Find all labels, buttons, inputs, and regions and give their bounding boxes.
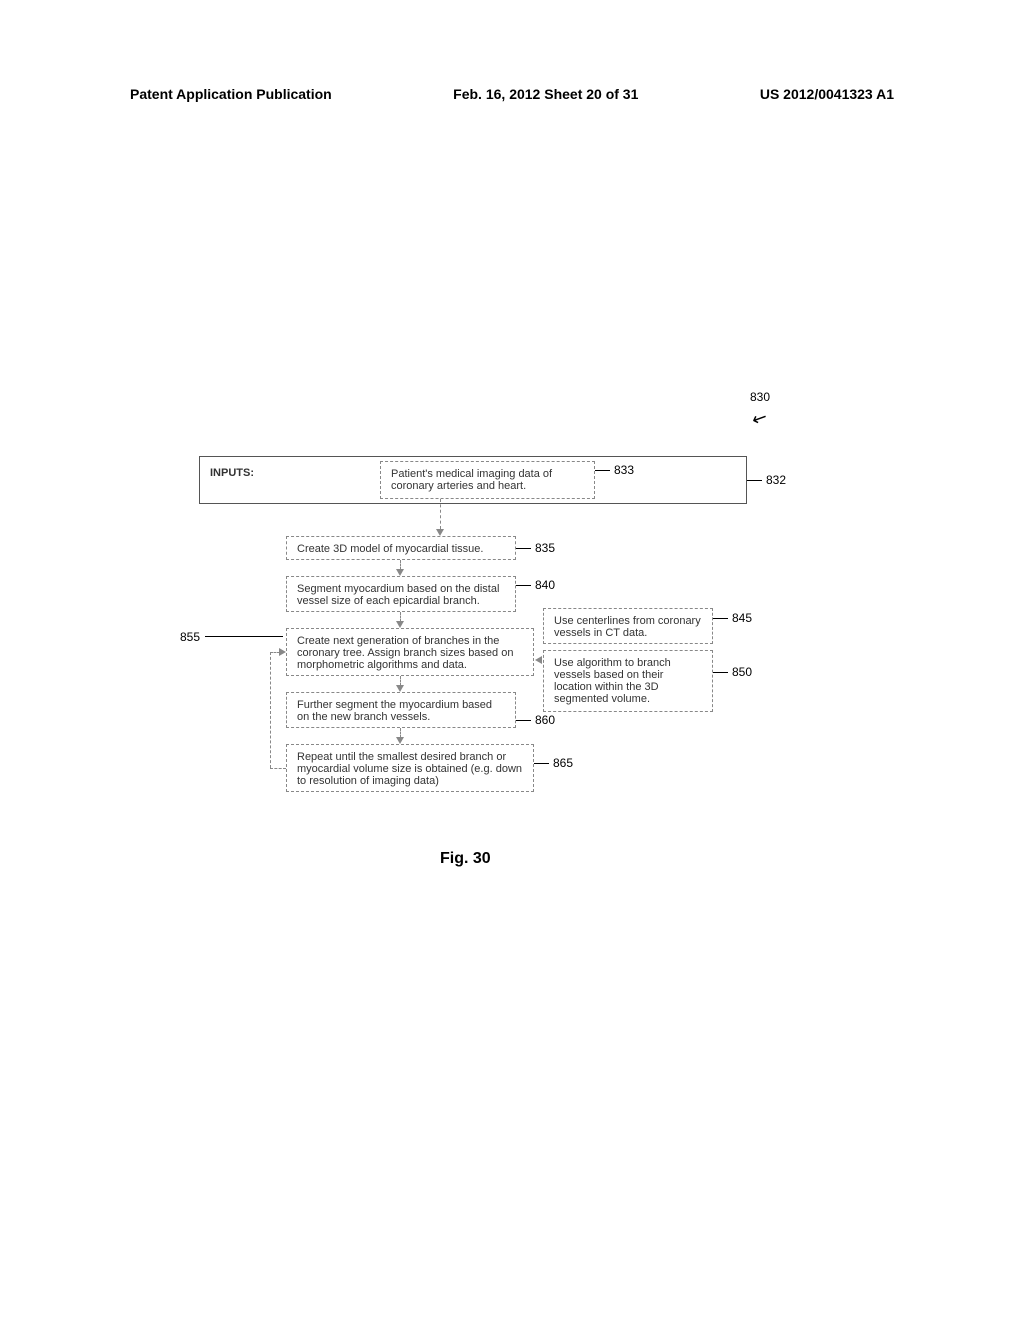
box-833: Patient's medical imaging data of corona… [380,461,595,499]
arrow-830-icon: ↙ [748,406,771,431]
box-850: Use algorithm to branch vessels based on… [543,650,713,712]
ref-830: 830 [750,390,770,404]
header-right: US 2012/0041323 A1 [760,86,894,102]
box-855: Create next generation of branches in th… [286,628,534,676]
ref-845: 845 [732,611,752,625]
leader-832 [747,480,762,481]
ref-860: 860 [535,713,555,727]
leader-840 [516,585,531,586]
leader-855 [205,636,283,637]
header-center: Feb. 16, 2012 Sheet 20 of 31 [453,86,638,102]
arrow-left-icon [535,656,542,664]
arrow-down-icon-2 [396,569,404,576]
leader-860 [516,720,531,721]
arrow-right-icon [279,648,286,656]
page-header: Patent Application Publication Feb. 16, … [0,86,1024,102]
box-865: Repeat until the smallest desired branch… [286,744,534,792]
ref-833: 833 [614,463,634,477]
leader-850 [713,672,728,673]
box-845: Use centerlines from coronary vessels in… [543,608,713,644]
arrow-down-icon [436,529,444,536]
figure-label: Fig. 30 [440,850,491,868]
arrow-down-icon-4 [396,685,404,692]
loop-h1 [270,768,286,769]
leader-833 [595,470,610,471]
ref-840: 840 [535,578,555,592]
leader-845 [713,618,728,619]
header-left: Patent Application Publication [130,86,332,102]
leader-835 [516,548,531,549]
arrow-down-icon-3 [396,621,404,628]
box-840: Segment myocardium based on the distal v… [286,576,516,612]
ref-850: 850 [732,665,752,679]
ref-855: 855 [180,630,200,644]
arrow-down-icon-5 [396,737,404,744]
ref-865: 865 [553,756,573,770]
inputs-label: INPUTS: [210,467,254,479]
ref-835: 835 [535,541,555,555]
arrow-line-1 [440,499,441,529]
leader-865 [534,763,549,764]
box-835: Create 3D model of myocardial tissue. [286,536,516,560]
ref-832: 832 [766,473,786,487]
box-860: Further segment the myocardium based on … [286,692,516,728]
loop-v [270,652,271,768]
